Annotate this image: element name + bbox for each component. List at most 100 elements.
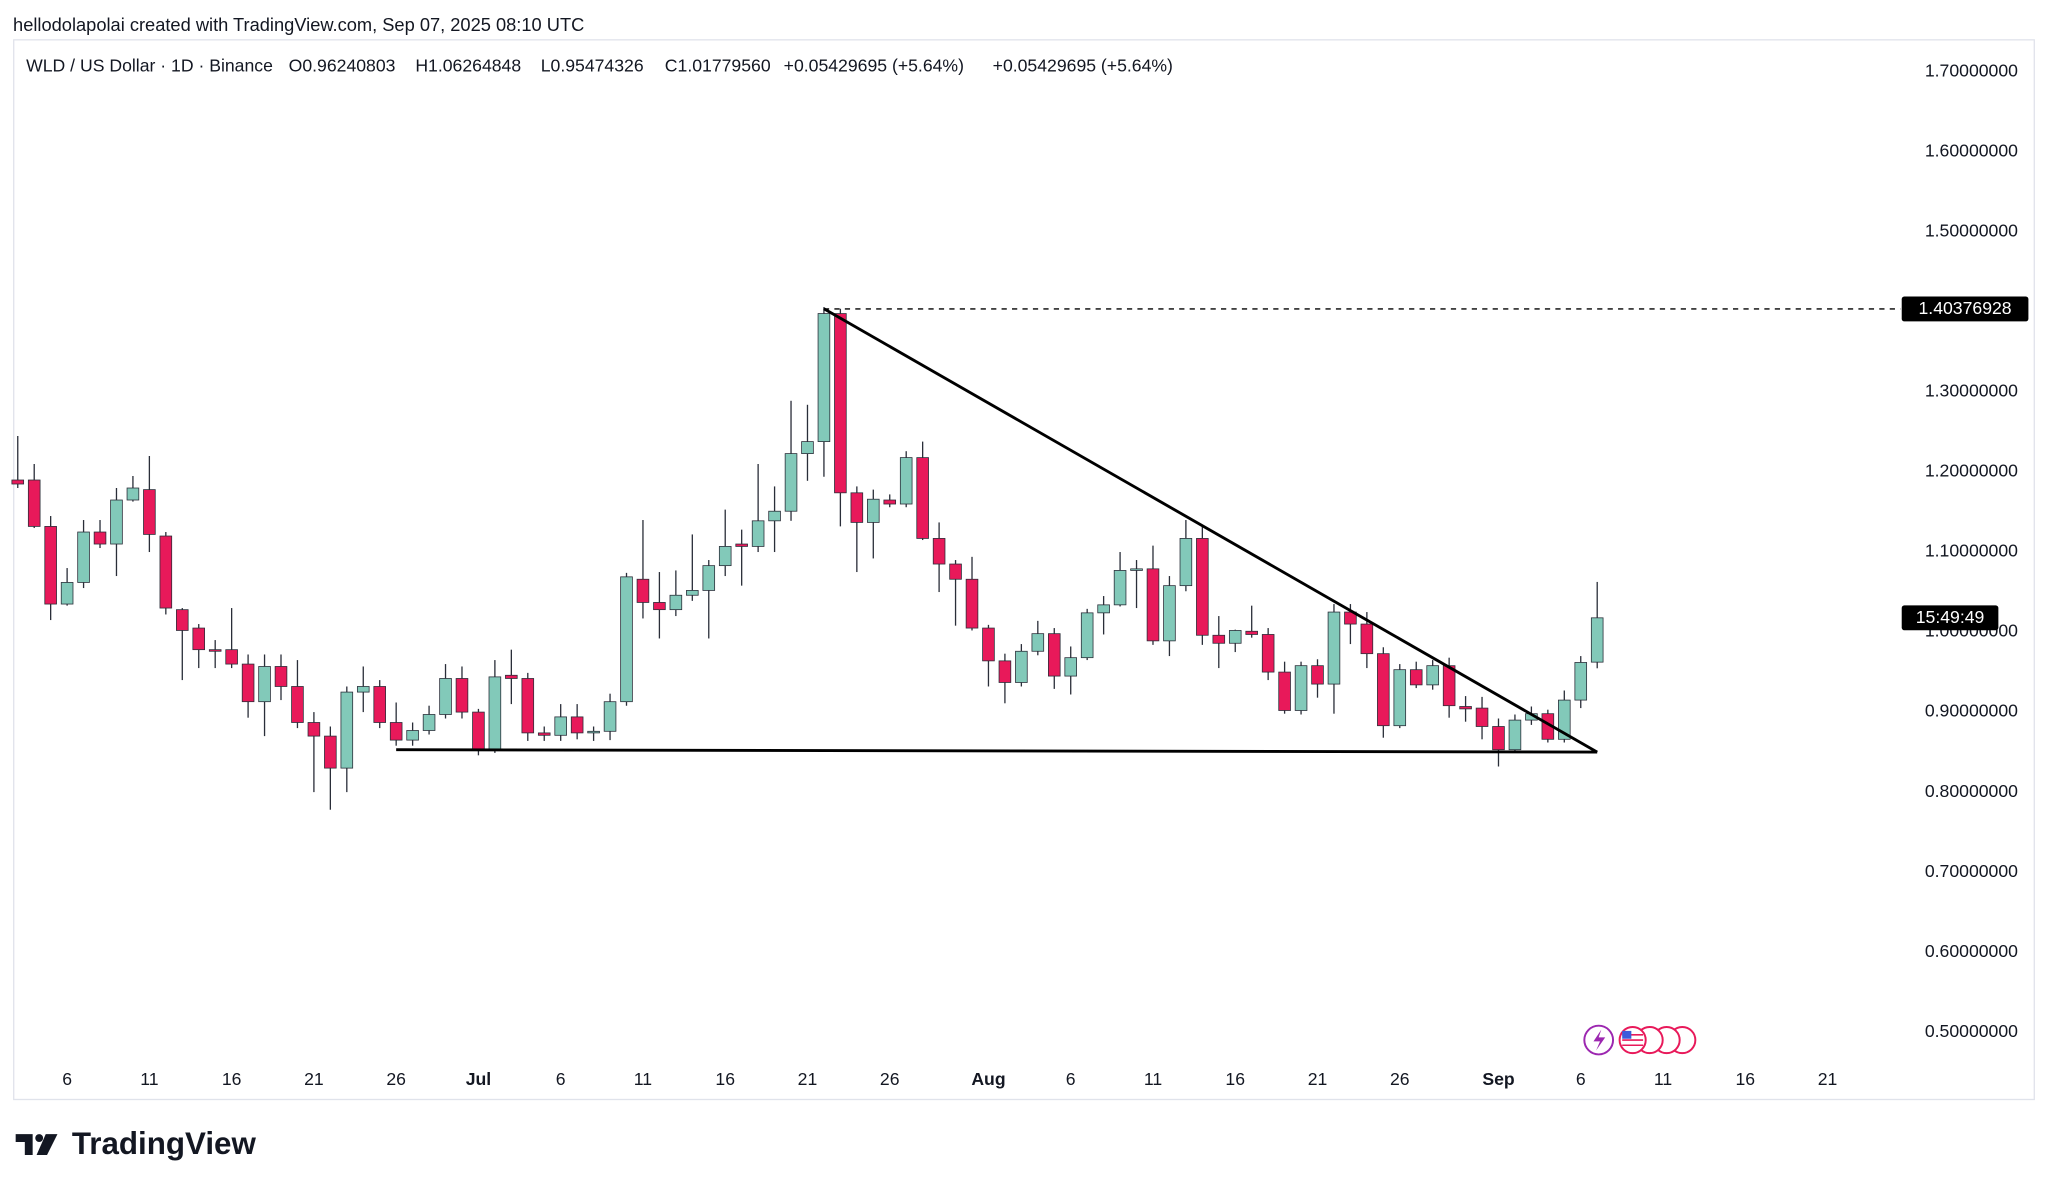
y-tick-label: 1.20000000: [1925, 461, 2018, 481]
x-tick-label: 6: [1066, 1069, 1076, 1089]
x-tick-label: 26: [1390, 1069, 1410, 1089]
candle-body: [225, 649, 238, 665]
candle-body: [768, 510, 781, 522]
candle-body: [702, 565, 716, 591]
candle-body: [784, 453, 798, 512]
candle-body: [77, 531, 90, 583]
candle-body: [1015, 650, 1028, 683]
y-tick-label: 0.80000000: [1925, 781, 2018, 801]
countdown: 15:49:49: [1916, 607, 1985, 627]
x-tick-label: 16: [222, 1069, 242, 1089]
x-tick-label: 6: [1576, 1069, 1586, 1089]
candle-body: [1031, 633, 1045, 652]
candle-body: [1064, 657, 1077, 677]
x-tick-label: 11: [140, 1069, 158, 1089]
candle-body: [1475, 707, 1489, 727]
x-tick-label: 16: [1735, 1069, 1755, 1089]
candle-body: [1574, 662, 1588, 701]
candle-body: [1377, 653, 1390, 727]
logo-mark: [15, 1134, 33, 1156]
chart-frame: [13, 39, 2035, 1101]
candle-body: [1327, 611, 1341, 685]
candle-body: [1179, 538, 1193, 587]
candle-body: [1212, 634, 1226, 644]
candle-body: [389, 722, 403, 741]
candle-body: [27, 479, 41, 527]
y-tick-label: 1.70000000: [1925, 61, 2018, 81]
footer-brand: TradingView: [72, 1126, 257, 1161]
candle-body: [1492, 726, 1505, 751]
y-tick-label: 1.10000000: [1925, 541, 2018, 561]
candle-body: [241, 663, 255, 703]
x-tick-label: 21: [1308, 1069, 1328, 1089]
candle-body: [867, 498, 880, 523]
y-tick-label: 1.60000000: [1925, 141, 2018, 161]
candle-body: [1261, 634, 1275, 673]
logo-mark: [35, 1134, 44, 1142]
candle-body: [1508, 719, 1522, 751]
logo-mark: [36, 1134, 58, 1156]
ohlc-high: H1.06264848: [415, 55, 521, 75]
candle-body: [1080, 612, 1094, 659]
ohlc-low: L0.95474326: [541, 55, 644, 75]
candle-body: [1393, 669, 1407, 727]
candle-body: [11, 479, 25, 485]
countdown-box: [1901, 605, 1999, 631]
x-tick-label: Jul: [466, 1069, 491, 1089]
candle-body: [982, 627, 995, 662]
y-tick-label: 1.30000000: [1925, 381, 2018, 401]
candle-body: [455, 678, 469, 713]
candle-body: [817, 313, 831, 442]
candle-body: [1113, 570, 1127, 606]
candle-body: [1278, 671, 1291, 711]
candle-body: [340, 691, 354, 769]
candle-body: [192, 627, 206, 651]
candle-body: [1558, 699, 1571, 740]
candle-body: [899, 457, 913, 505]
x-tick-label: 16: [1225, 1069, 1245, 1089]
candle-body: [1409, 669, 1423, 686]
candle-body: [1360, 623, 1374, 655]
candle-body: [126, 487, 140, 501]
price-label: 1.40376928: [1919, 298, 2012, 318]
trendline: [823, 307, 1598, 754]
candle-body: [883, 499, 897, 505]
candle-body: [570, 716, 584, 734]
flag-canton: [1622, 1030, 1632, 1039]
candle-body: [1459, 706, 1472, 710]
candle-body: [751, 520, 765, 547]
candle-body: [998, 660, 1012, 683]
y-tick-label: 1.50000000: [1925, 221, 2018, 241]
candle-body: [1228, 630, 1242, 644]
candle-body: [208, 649, 222, 652]
candle-body: [1245, 630, 1258, 635]
candle-body: [422, 714, 436, 731]
candle-body: [176, 609, 189, 631]
candle-body: [916, 457, 929, 539]
price-label-box: [1901, 296, 2029, 322]
candle-body: [1048, 633, 1061, 677]
candle-body: [373, 686, 386, 723]
candle-body: [718, 546, 732, 567]
ohlc-close: C1.01779560: [665, 55, 771, 75]
event-icons[interactable]: [1583, 1024, 1697, 1056]
change: +0.05429695 (+5.64%): [993, 55, 1173, 75]
candle-body: [472, 711, 485, 751]
candle-body: [686, 590, 699, 596]
footer-logo: TradingView: [15, 1126, 257, 1161]
candle-body: [1097, 604, 1110, 614]
candle-body: [324, 735, 337, 769]
candle-body: [356, 686, 370, 693]
candle-body: [1196, 538, 1209, 636]
candle-body: [274, 666, 288, 687]
x-tick-label: 16: [715, 1069, 735, 1089]
candle-body: [521, 678, 535, 734]
x-tick-label: 11: [1144, 1069, 1162, 1089]
candle-body: [60, 582, 74, 605]
candle-body: [587, 730, 600, 734]
x-tick-label: 26: [386, 1069, 406, 1089]
x-tick-label: 11: [634, 1069, 652, 1089]
candle-body: [554, 716, 567, 736]
candle-body: [1163, 585, 1176, 642]
